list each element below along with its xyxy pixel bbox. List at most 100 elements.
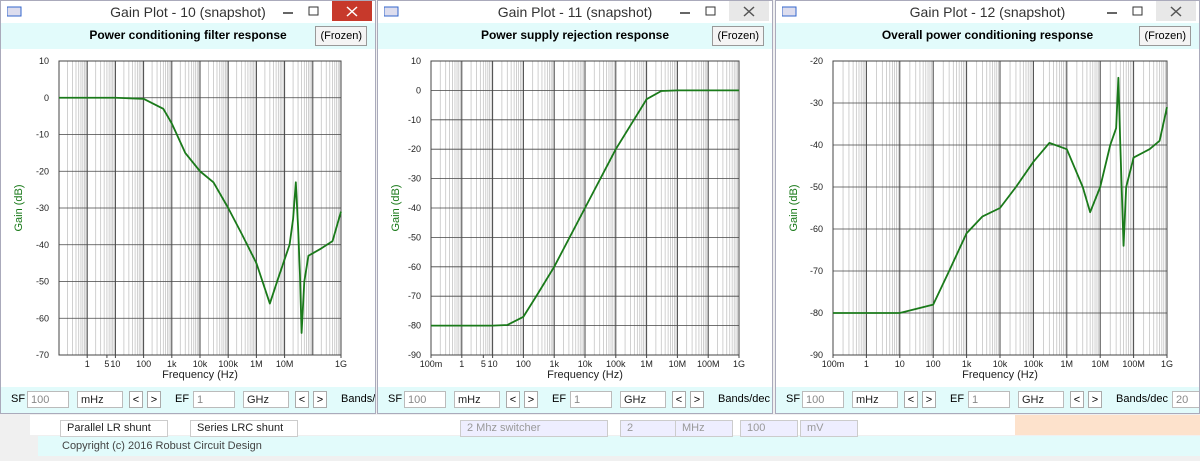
window-title: Gain Plot - 12 (snapshot)	[909, 4, 1066, 20]
x-tick-label: 100M	[697, 359, 720, 369]
chart: 100-10-20-30-40-50-60-701 5 10 100 1k 10k 100k…	[1, 49, 375, 387]
y-tick-label: -40	[810, 140, 823, 150]
form-field: Series LRC shunt	[190, 420, 298, 437]
y-tick-label: -50	[810, 182, 823, 192]
bands-label: Bands/dec	[1116, 393, 1168, 405]
x-tick-label: 100m	[420, 359, 443, 369]
sf-next-button[interactable]: >	[147, 391, 161, 408]
sf-label: SF	[11, 393, 26, 405]
plot-border	[430, 60, 740, 356]
y-tick-label: 0	[416, 85, 421, 95]
window: Gain Plot - 11 (snapshot) Power supply re…	[377, 0, 773, 414]
sf-unit-select[interactable]: mHz	[852, 391, 898, 408]
y-tick-label: -80	[810, 308, 823, 318]
status-bar: Copyright (c) 2016 Robust Circuit Design	[38, 436, 1200, 456]
ef-next-button[interactable]: >	[313, 391, 327, 408]
y-axis-label: Gain (dB)	[788, 184, 800, 231]
gain-curve	[431, 89, 739, 327]
x-tick-label: 5	[481, 359, 486, 369]
ef-next-button[interactable]: >	[1088, 391, 1102, 408]
ef-label: EF	[175, 393, 190, 405]
x-tick-label: 100k	[1024, 359, 1044, 369]
maximize-button[interactable]	[705, 6, 716, 16]
x-tick-label: 10	[895, 359, 905, 369]
ef-unit-select[interactable]: GHz	[620, 391, 666, 408]
ef-prev-button[interactable]: <	[1070, 391, 1084, 408]
ef-label: EF	[950, 393, 965, 405]
gain-curve	[833, 76, 1168, 314]
bands-label: Bands/	[341, 393, 375, 405]
x-tick-label: 1G	[733, 359, 745, 369]
x-tick-label: 10	[110, 359, 120, 369]
app-icon-box	[7, 6, 22, 17]
frozen-button[interactable]: (Frozen)	[315, 26, 367, 46]
y-tick-label: -80	[408, 321, 421, 331]
x-axis-label: Frequency (Hz)	[962, 369, 1038, 381]
x-tick-label: 10M	[276, 359, 294, 369]
title-bar: Gain Plot - 12 (snapshot)	[776, 1, 1199, 23]
title-bar: Gain Plot - 10 (snapshot)	[1, 1, 375, 23]
x-tick-label: 1G	[335, 359, 347, 369]
ef-input[interactable]: 1	[193, 391, 235, 408]
sf-next-button[interactable]: >	[524, 391, 538, 408]
ef-input[interactable]: 1	[968, 391, 1010, 408]
toolbar: SF 100 mHz < > EF 1 GHz < > Bands/	[1, 387, 375, 413]
y-axis-label: Gain (dB)	[390, 184, 402, 231]
form-field: Parallel LR shunt	[60, 420, 168, 437]
x-tick-label: 100m	[822, 359, 845, 369]
plot-title: Power conditioning filter response	[89, 28, 287, 42]
sf-input[interactable]: 100	[802, 391, 844, 408]
gain-curve	[59, 96, 342, 334]
x-axis-label: Frequency (Hz)	[162, 369, 238, 381]
x-tick-label: 1k	[962, 359, 972, 369]
x-tick-label: 10k	[193, 359, 208, 369]
sf-unit-select[interactable]: mHz	[454, 391, 500, 408]
sf-input[interactable]: 100	[27, 391, 69, 408]
y-tick-label: -90	[408, 350, 421, 360]
toolbar: SF 100 mHz < > EF 1 GHz < > Bands/dec	[378, 387, 772, 413]
x-tick-label: 100M	[1122, 359, 1145, 369]
y-tick-label: -20	[408, 144, 421, 154]
form-field: 2	[620, 420, 678, 437]
form-panel	[1015, 415, 1200, 435]
ef-unit-select[interactable]: GHz	[243, 391, 289, 408]
underlying-form	[30, 415, 1200, 435]
ef-prev-button[interactable]: <	[295, 391, 309, 408]
ef-label: EF	[552, 393, 567, 405]
app-icon-box	[384, 6, 399, 17]
bands-input[interactable]: 20	[1172, 391, 1199, 408]
sf-prev-button[interactable]: <	[506, 391, 520, 408]
ef-prev-button[interactable]: <	[672, 391, 686, 408]
x-tick-label: 10	[488, 359, 498, 369]
y-tick-label: -20	[36, 166, 49, 176]
x-tick-label: 1M	[640, 359, 653, 369]
y-tick-label: -90	[810, 350, 823, 360]
x-tick-label: 10k	[993, 359, 1008, 369]
frozen-button[interactable]: (Frozen)	[1139, 26, 1191, 46]
ef-next-button[interactable]: >	[690, 391, 704, 408]
x-tick-label: 100	[926, 359, 941, 369]
close-icon	[743, 6, 755, 17]
ef-input[interactable]: 1	[570, 391, 612, 408]
title-bar: Gain Plot - 11 (snapshot)	[378, 1, 772, 23]
sf-unit-select[interactable]: mHz	[77, 391, 123, 408]
sf-prev-button[interactable]: <	[129, 391, 143, 408]
maximize-button[interactable]	[1132, 6, 1143, 16]
y-tick-label: -30	[36, 203, 49, 213]
ef-unit-select[interactable]: GHz	[1018, 391, 1064, 408]
frozen-button[interactable]: (Frozen)	[712, 26, 764, 46]
maximize-button[interactable]	[308, 6, 319, 16]
y-tick-label: 10	[39, 56, 49, 66]
close-icon	[1170, 6, 1182, 17]
y-tick-label: -10	[408, 115, 421, 125]
plot-header: Power supply rejection response (Frozen)	[378, 23, 772, 49]
sf-prev-button[interactable]: <	[904, 391, 918, 408]
x-tick-label: 1k	[167, 359, 177, 369]
plot-header: Power conditioning filter response (Froze…	[1, 23, 375, 49]
sf-input[interactable]: 100	[404, 391, 446, 408]
window: Gain Plot - 10 (snapshot) Power condition…	[0, 0, 376, 414]
sf-next-button[interactable]: >	[922, 391, 936, 408]
sf-label: SF	[388, 393, 403, 405]
